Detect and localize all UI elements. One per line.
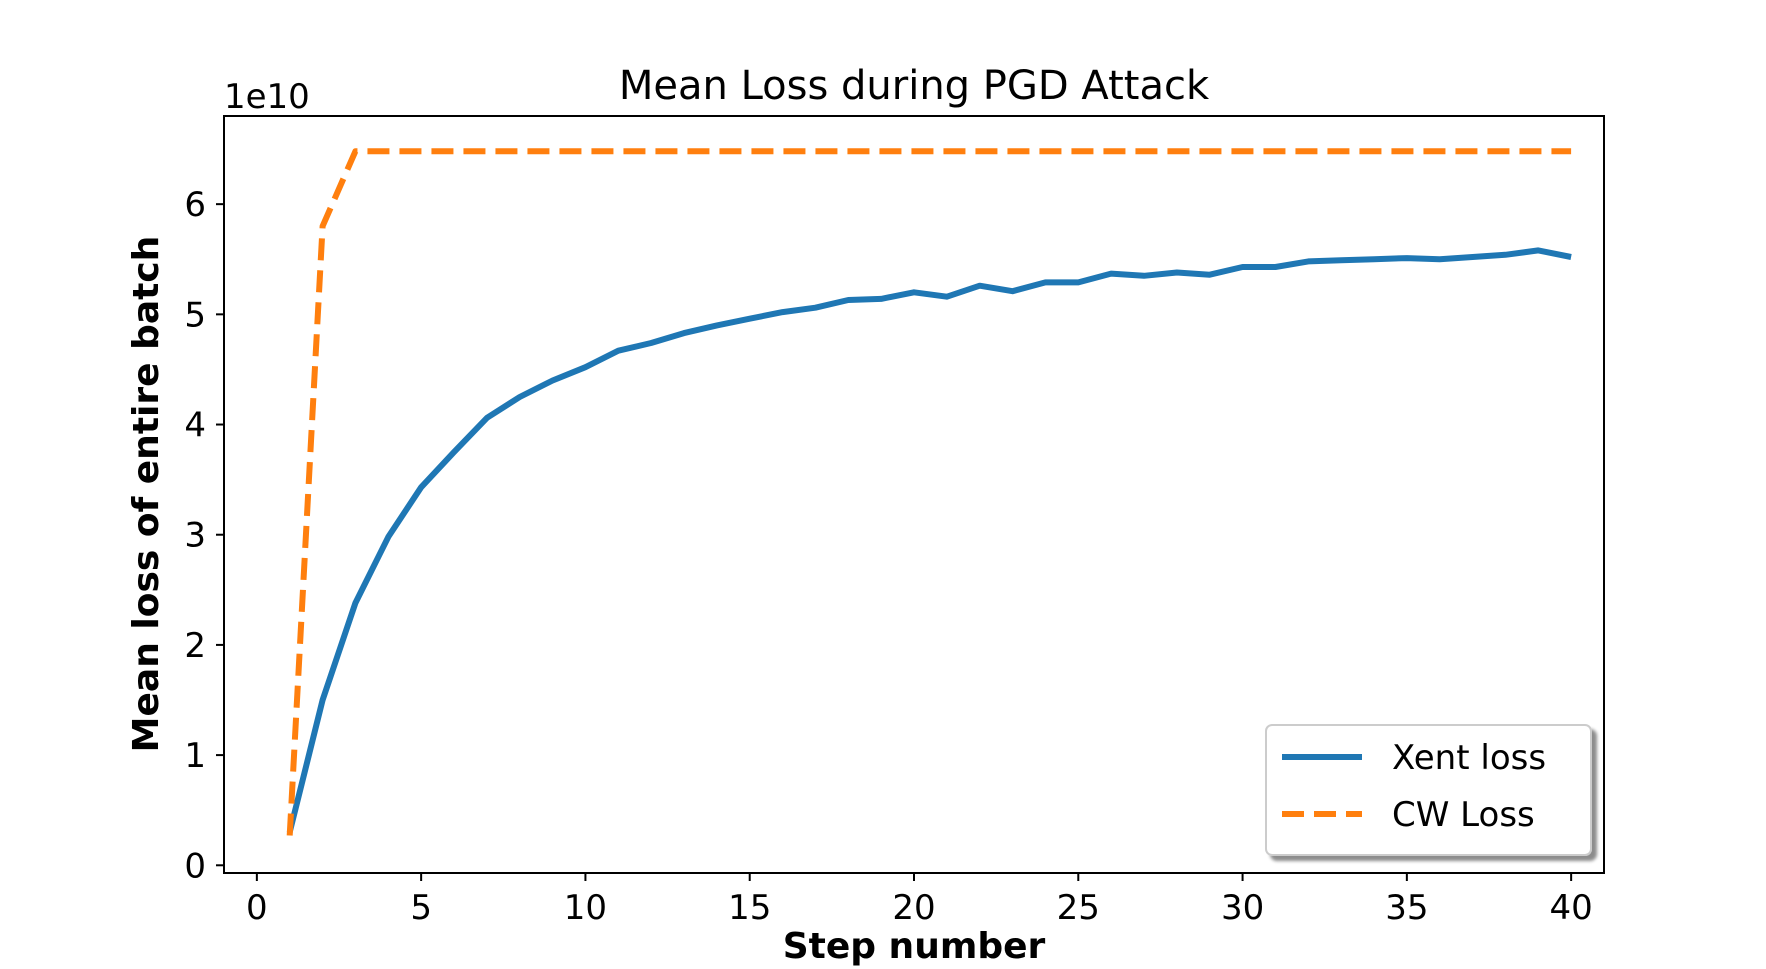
x-tick-label: 15 xyxy=(728,888,771,928)
series-line-cw-loss xyxy=(286,148,1572,836)
x-tick-label: 5 xyxy=(410,888,432,928)
series-line-xent-loss xyxy=(286,247,1572,833)
y-tick-label: 6 xyxy=(184,185,206,225)
x-tick-label: 35 xyxy=(1385,888,1428,928)
y-tick-label: 1 xyxy=(184,736,206,776)
y-tick-label: 2 xyxy=(184,626,206,666)
y-axis-offset-label: 1e10 xyxy=(224,77,310,117)
x-tick-label: 40 xyxy=(1550,888,1593,928)
x-axis-ticks: 0 5 10 15 20 25 30 35 40 xyxy=(246,873,1593,928)
y-axis-ticks: 0 1 2 3 4 5 6 xyxy=(184,185,224,886)
y-axis-label: Mean loss of entire batch xyxy=(126,236,167,753)
y-tick-label: 0 xyxy=(184,846,206,886)
legend: Xent loss CW Loss xyxy=(1265,724,1592,856)
chart-title: Mean Loss during PGD Attack xyxy=(619,63,1210,109)
x-axis-label: Step number xyxy=(783,926,1046,967)
x-tick-label: 25 xyxy=(1057,888,1100,928)
x-tick-label: 20 xyxy=(892,888,935,928)
series-layer xyxy=(286,148,1572,836)
y-tick-label: 3 xyxy=(184,516,206,556)
y-tick-label: 5 xyxy=(184,295,206,335)
x-tick-label: 0 xyxy=(246,888,268,928)
x-tick-label: 10 xyxy=(564,888,607,928)
legend-label-cw-loss: CW Loss xyxy=(1392,795,1535,835)
y-tick-label: 4 xyxy=(184,406,206,446)
x-tick-label: 30 xyxy=(1221,888,1264,928)
legend-label-xent-loss: Xent loss xyxy=(1392,738,1546,778)
